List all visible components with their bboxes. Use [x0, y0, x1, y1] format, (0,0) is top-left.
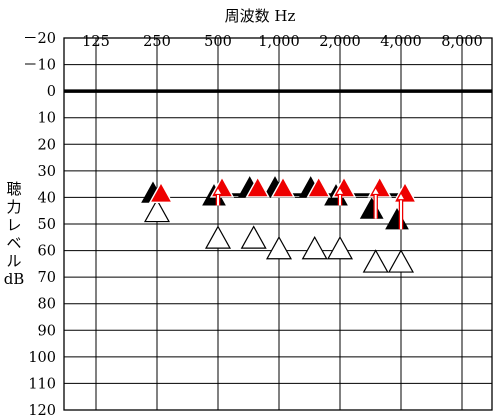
y-axis-label-part: レ [6, 216, 21, 234]
outline-triangle-marker [326, 235, 354, 260]
y-tick-label: 10 [38, 111, 56, 127]
outline-triangle-marker [143, 198, 171, 223]
chart-title: 周波数 Hz [225, 7, 296, 25]
data-marks [141, 175, 418, 273]
arrow-head [334, 186, 346, 196]
arrow-head [212, 186, 224, 196]
outline-triangle-marker [204, 225, 232, 249]
y-tick-label: 110 [28, 376, 56, 392]
red-triangle-marker [306, 175, 331, 198]
y-tick-label: 0 [47, 84, 56, 100]
x-tick-label: 125 [82, 34, 110, 50]
y-tick-label: 80 [38, 297, 56, 313]
x-axis-ticks: 125 250 500 1,000 2,000 4,000 8,000 [82, 34, 483, 50]
y-axis-label-part: dB [4, 270, 25, 288]
outline-triangle-marker [240, 225, 267, 249]
y-tick-label: 100 [28, 350, 56, 366]
black-triangle-marker [385, 208, 409, 230]
y-tick-label: 60 [38, 244, 56, 260]
black-triangle-marker [359, 197, 384, 219]
grid [63, 37, 493, 411]
arrow-head [395, 191, 407, 201]
outline-triangle-marker [362, 249, 389, 273]
outline-triangle-marker [301, 235, 328, 260]
y-tick-label: 70 [38, 270, 56, 286]
y-axis-label-part: 聴 [6, 180, 21, 198]
red-triangle-marker [245, 175, 270, 198]
y-tick-label: 50 [38, 217, 56, 233]
y-tick-label: 90 [38, 323, 56, 339]
x-tick-label: 8,000 [441, 34, 483, 50]
y-tick-label: 30 [38, 164, 56, 180]
x-tick-label: 250 [143, 34, 171, 50]
x-tick-label: 500 [204, 34, 232, 50]
arrow-head [370, 186, 381, 196]
y-tick-label: 40 [38, 190, 56, 206]
outline-triangle-marker [265, 235, 293, 260]
y-axis-label-part: ベ [6, 234, 21, 252]
x-tick-label: 4,000 [380, 34, 422, 50]
y-axis-label-part: 力 [6, 198, 21, 216]
outline-triangle-marker [387, 249, 415, 273]
red-triangle-marker [148, 181, 174, 203]
x-tick-label: 2,000 [319, 34, 361, 50]
x-tick-label: 1,000 [258, 34, 300, 50]
red-triangle-marker [270, 175, 296, 198]
y-tick-label: 20 [38, 137, 56, 153]
y-tick-label: 120 [28, 403, 56, 418]
y-axis-ticks: －20 －10 0 10 20 30 40 50 60 70 80 90 100 110 120 [23, 31, 56, 418]
y-axis-label-part: ル [6, 252, 21, 270]
y-tick-label: －10 [23, 58, 56, 74]
y-tick-label: －20 [23, 31, 56, 47]
